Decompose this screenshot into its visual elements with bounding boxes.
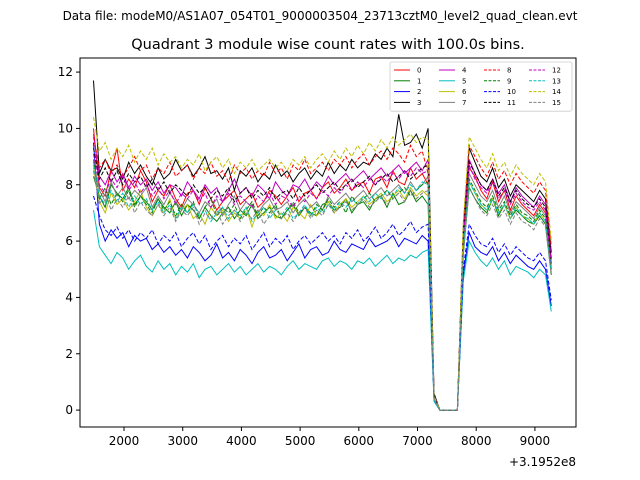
series-line-5 — [93, 210, 552, 411]
y-tick-label: 12 — [58, 65, 73, 79]
axes-frame — [79, 57, 577, 428]
legend-label-0: 0 — [417, 67, 421, 75]
legend-label-3: 3 — [417, 99, 421, 107]
y-tick-label: 10 — [58, 121, 73, 135]
legend-label-7: 7 — [462, 99, 466, 107]
x-tick-label: 7000 — [402, 434, 433, 448]
series-line-15 — [93, 170, 552, 411]
legend-label-10: 10 — [507, 88, 516, 96]
chart-suptitle: Data file: modeM0/AS1A07_054T01_90000035… — [63, 9, 578, 23]
legend-box — [389, 61, 573, 112]
series-line-3 — [93, 80, 552, 411]
series-line-7 — [93, 162, 552, 411]
series-line-10 — [93, 195, 552, 411]
legend-label-6: 6 — [462, 88, 467, 96]
legend-label-8: 8 — [507, 67, 511, 75]
x-tick-label: 6000 — [344, 434, 375, 448]
legend-label-15: 15 — [552, 99, 561, 107]
legend-label-11: 11 — [507, 99, 516, 107]
legend-label-13: 13 — [552, 77, 561, 85]
y-axis: 0 2 4 6 8 10 12 — [58, 65, 80, 417]
chart-title: Quadrant 3 module wise count rates with … — [131, 37, 525, 53]
y-tick-label: 4 — [65, 290, 73, 304]
x-tick-label: 8000 — [461, 434, 492, 448]
x-offset-label: +3.1952e8 — [509, 455, 576, 469]
series-line-2 — [93, 142, 552, 411]
legend-label-4: 4 — [462, 67, 467, 75]
x-tick-label: 4000 — [226, 434, 257, 448]
legend-label-5: 5 — [462, 77, 466, 85]
x-tick-label: 5000 — [285, 434, 316, 448]
x-tick-label: 2000 — [109, 434, 140, 448]
y-tick-label: 0 — [65, 403, 73, 417]
plot-area: 2000 3000 4000 5000 6000 7000 8000 9000 0246810… — [58, 57, 577, 469]
x-tick-label: 9000 — [520, 434, 551, 448]
series-line-13 — [93, 164, 552, 411]
legend-label-14: 14 — [552, 88, 561, 96]
y-tick-label: 6 — [65, 234, 73, 248]
legend-label-9: 9 — [507, 77, 511, 85]
legend-label-1: 1 — [417, 77, 421, 85]
series-line-11 — [93, 148, 552, 411]
series-line-9 — [93, 159, 552, 411]
legend-label-12: 12 — [552, 67, 561, 75]
y-tick-label: 2 — [65, 347, 73, 361]
legend-label-2: 2 — [417, 88, 421, 96]
y-tick-label: 8 — [65, 178, 73, 192]
series-line-14 — [93, 117, 552, 411]
x-axis: 2000 3000 4000 5000 6000 7000 8000 9000 — [109, 427, 550, 448]
series-layer — [93, 80, 552, 411]
x-tick-label: 3000 — [167, 434, 198, 448]
series-line-12 — [93, 153, 552, 411]
